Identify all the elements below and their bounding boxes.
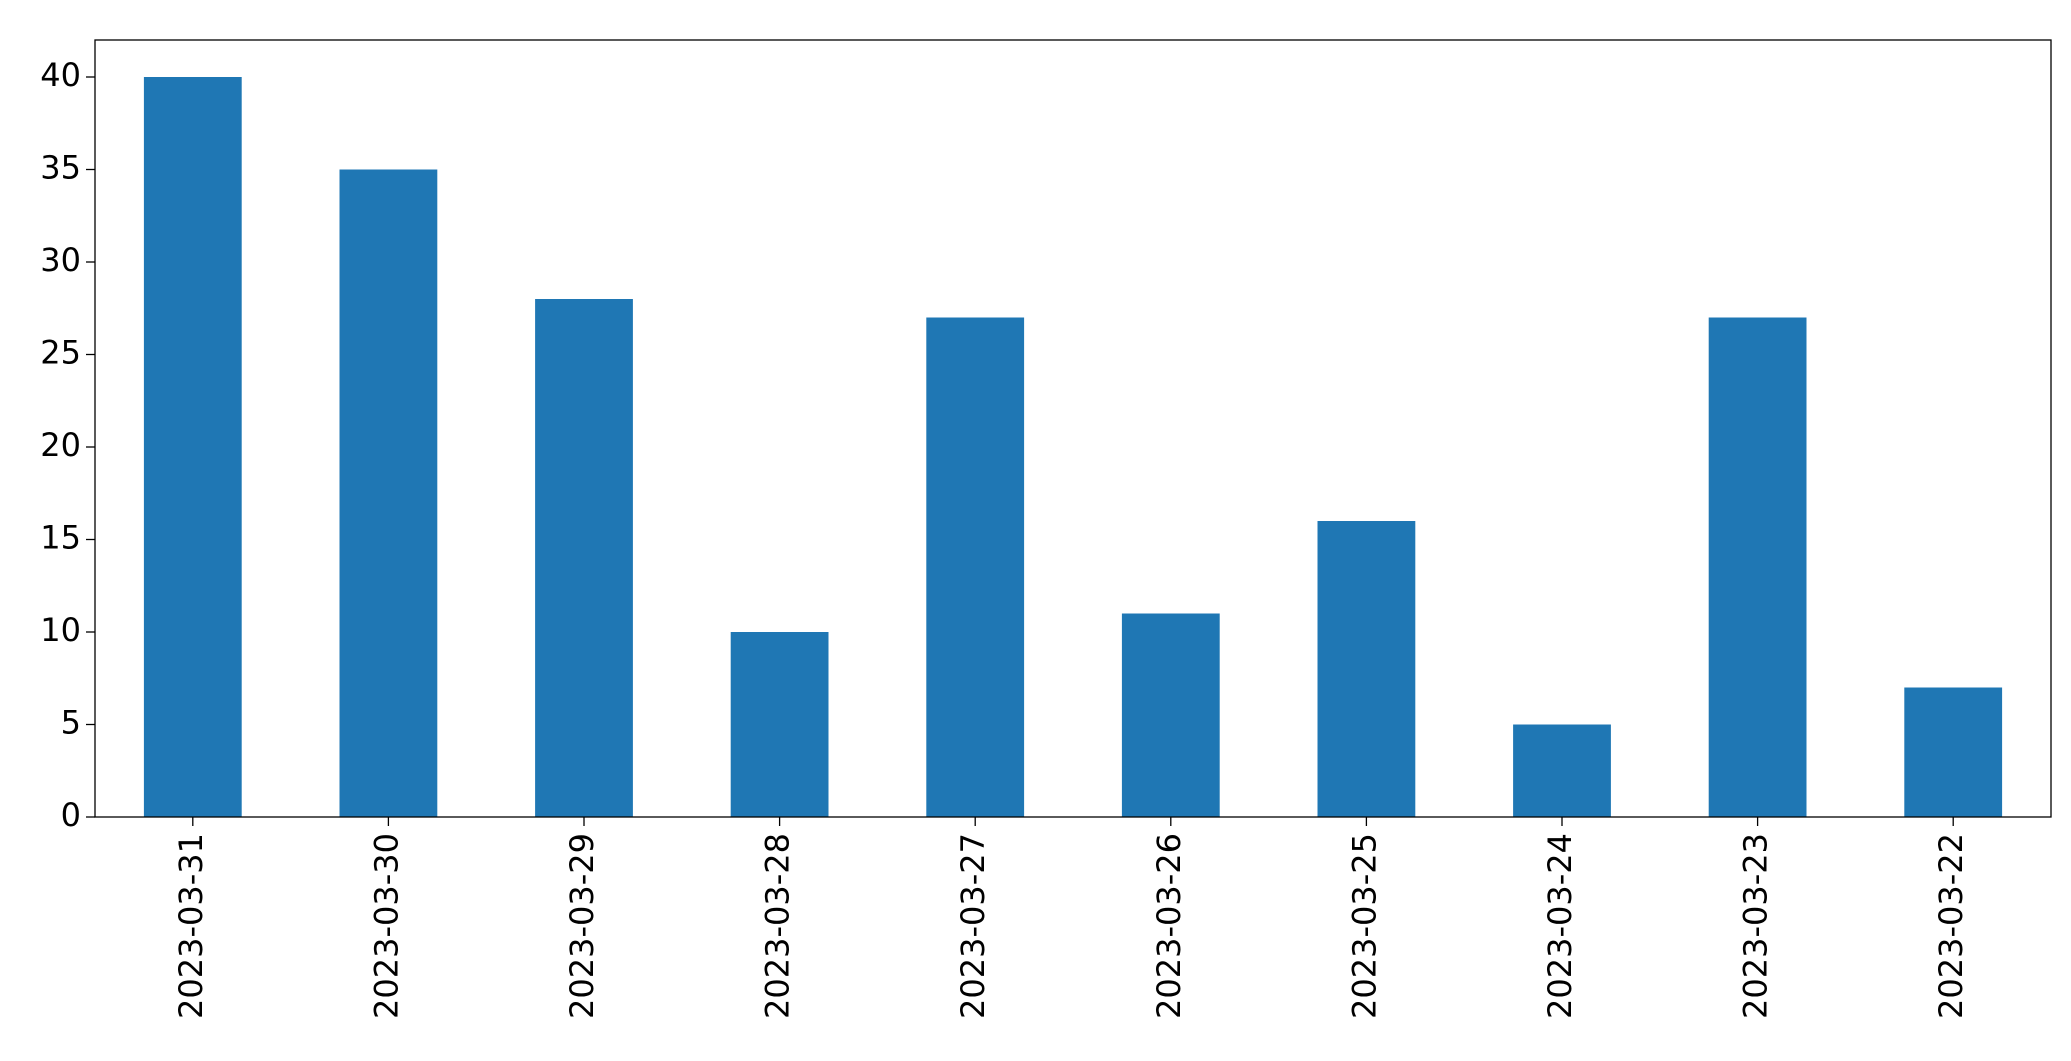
x-tick-label: 2023-03-25 xyxy=(1345,833,1383,1019)
y-tick-label: 40 xyxy=(40,56,81,94)
y-tick-label: 20 xyxy=(40,426,81,464)
y-tick-label: 0 xyxy=(61,796,81,834)
x-tick-label: 2023-03-26 xyxy=(1150,833,1188,1019)
bar xyxy=(1121,613,1220,817)
x-tick-label: 2023-03-24 xyxy=(1541,833,1579,1019)
bar xyxy=(730,632,829,817)
bar xyxy=(535,299,633,817)
y-tick-label: 25 xyxy=(40,334,81,372)
x-tick-label: 2023-03-27 xyxy=(954,833,992,1019)
bar xyxy=(1708,317,1807,817)
x-tick-label: 2023-03-23 xyxy=(1737,833,1775,1019)
bar xyxy=(339,169,438,817)
x-tick-label: 2023-03-22 xyxy=(1932,833,1970,1019)
bar xyxy=(926,317,1025,817)
bar xyxy=(1904,687,2003,817)
x-tick-label: 2023-03-30 xyxy=(367,833,405,1019)
x-tick-label: 2023-03-28 xyxy=(759,833,797,1019)
bar xyxy=(143,77,242,817)
y-tick-label: 15 xyxy=(40,519,81,557)
bar xyxy=(1317,521,1416,817)
y-tick-label: 35 xyxy=(40,149,81,187)
y-tick-label: 10 xyxy=(40,611,81,649)
y-tick-label: 5 xyxy=(61,704,81,742)
plot-frame xyxy=(94,39,2052,818)
bar xyxy=(1513,724,1611,817)
x-tick-label: 2023-03-31 xyxy=(172,833,210,1019)
x-tick-label: 2023-03-29 xyxy=(563,833,601,1019)
y-tick-label: 30 xyxy=(40,241,81,279)
